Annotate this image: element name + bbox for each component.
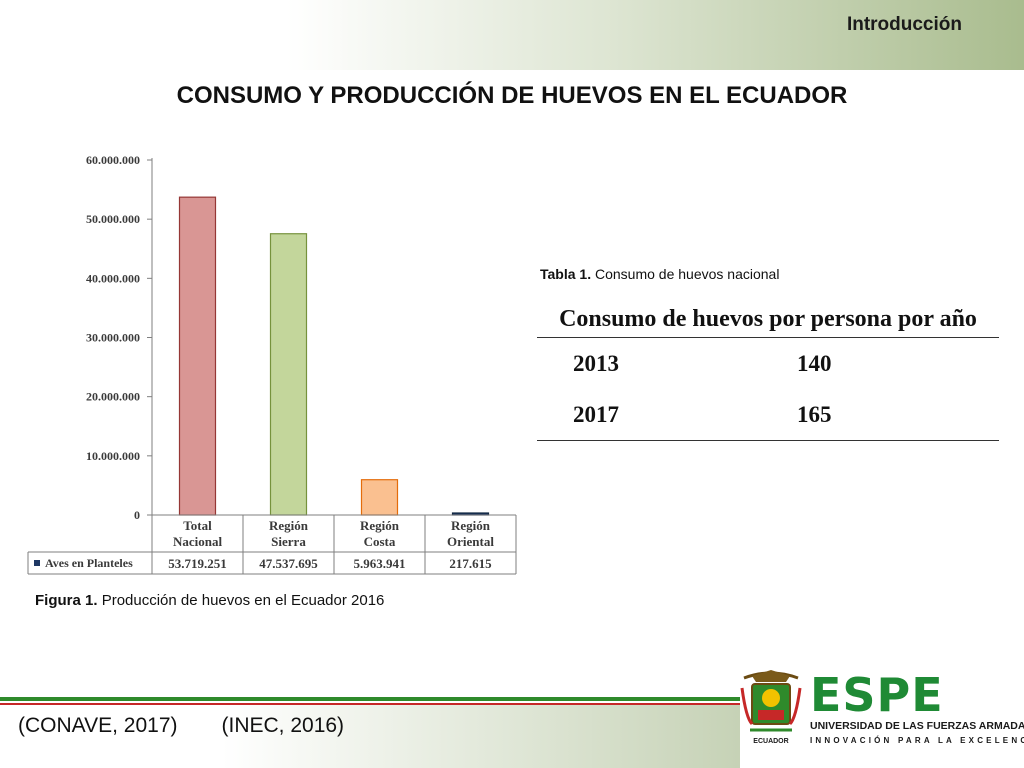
table-caption-text: Consumo de huevos nacional [594,266,780,282]
y-tick-label: 20.000.000 [86,390,140,404]
logo-tagline: INNOVACIÓN PARA LA EXCELENCIA [810,736,1024,745]
espe-logo: ECUADOR ESPE UNIVERSIDAD DE LAS FUERZAS … [738,668,1024,754]
data-label: 217.615 [449,556,492,571]
table-cell-year: 2017 [573,401,619,427]
footer-stripe-red [0,703,740,706]
table-caption: Tabla 1. Consumo de huevos nacional [540,266,779,282]
x-tick-label: Costa [364,534,396,549]
footer-band [0,705,740,768]
figure-caption: Figura 1. Producción de huevos en el Ecu… [35,592,384,609]
table-row: 2017 165 [537,389,999,441]
section-label: Introducción [846,14,962,35]
legend-label: Aves en Planteles [45,556,133,570]
table-label: Tabla 1. [540,266,592,282]
crest-text: ECUADOR [753,738,788,745]
ecuador-crest-icon: ECUADOR [740,670,802,745]
figure-label: Figura 1. [35,592,98,609]
y-tick-label: 50.000.000 [86,212,140,226]
x-tick-label: Sierra [271,534,306,549]
x-tick-label: Región [360,518,400,533]
table-cell-year: 2013 [573,350,619,376]
bar [269,233,308,516]
footer-stripe-green [0,697,740,701]
x-tick-label: Región [269,518,309,533]
data-label: 5.963.941 [354,556,406,571]
figure-caption-text: Producción de huevos en el Ecuador 2016 [101,592,385,609]
y-tick-label: 60.000.000 [86,153,140,167]
consumption-table-header: Consumo de huevos por persona por año [537,300,999,338]
table-cell-value: 165 [797,401,832,427]
x-tick-label: Nacional [173,534,223,549]
consumption-table: Consumo de huevos por persona por año 20… [537,300,999,441]
slide-title: CONSUMO Y PRODUCCIÓN DE HUEVOS EN EL ECU… [176,82,848,109]
espe-wordmark: ESPE [810,668,944,722]
y-tick-label: 0 [134,508,140,522]
x-tick-label: Total [183,518,212,533]
citations: (CONAVE, 2017) (INEC, 2016) [18,714,344,738]
y-tick-label: 10.000.000 [86,449,140,463]
y-tick-label: 40.000.000 [86,271,140,285]
citation: (INEC, 2016) [221,714,345,737]
data-label: 47.537.695 [259,556,318,571]
egg-production-chart: 0 10.000.000 20.000.000 30.000.000 40.000.00… [27,153,517,575]
citation: (CONAVE, 2017) [18,714,178,737]
logo-subtitle: UNIVERSIDAD DE LAS FUERZAS ARMADAS [810,720,1024,732]
y-tick-label: 30.000.000 [86,331,140,345]
bar [360,479,399,516]
header-band [0,0,1024,70]
table-row: 2013 140 [537,338,999,389]
x-tick-label: Región [451,518,491,533]
data-label: 53.719.251 [168,556,227,571]
legend-key [34,560,40,566]
table-cell-value: 140 [797,350,832,376]
bar [178,196,217,516]
x-tick-label: Oriental [447,534,494,549]
